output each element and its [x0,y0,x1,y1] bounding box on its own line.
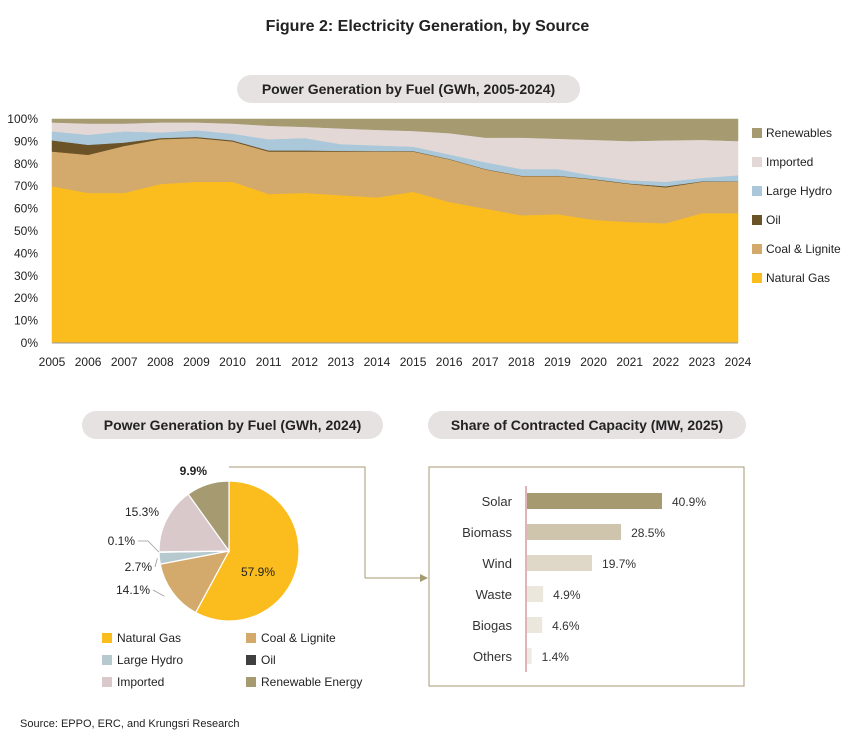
y-tick-label: 80% [14,157,38,171]
pie-chart-title: Power Generation by Fuel (GWh, 2024) [82,411,383,439]
bar-value-label: 4.6% [552,619,580,633]
x-tick-label: 2023 [689,355,716,369]
legend-swatch-coal [752,244,762,254]
pie-label-large-hydro: 2.7% [125,560,153,574]
pie-legend-label: Large Hydro [117,653,183,667]
x-tick-label: 2022 [652,355,679,369]
x-tick-label: 2006 [75,355,102,369]
area-chart-title: Power Generation by Fuel (GWh, 2005-2024… [237,75,580,103]
pie-slice-coal [159,550,231,614]
bar-value-label: 19.7% [602,557,636,571]
pie-label-imported: 15.3% [125,505,159,519]
legend-label: Oil [766,213,781,227]
legend-swatch-natural-gas [752,273,762,283]
x-tick-label: 2012 [291,355,318,369]
x-tick-label: 2016 [436,355,463,369]
legend-label: Large Hydro [766,184,832,198]
figure-title: Figure 2: Electricity Generation, by Sou… [265,18,590,35]
y-tick-label: 90% [14,134,38,148]
y-tick-label: 20% [14,291,38,305]
x-tick-label: 2019 [544,355,571,369]
x-tick-label: 2014 [364,355,391,369]
x-tick-label: 2021 [616,355,643,369]
y-tick-label: 60% [14,202,38,216]
x-tick-label: 2018 [508,355,535,369]
bar-category-label: Wind [482,556,512,571]
x-tick-label: 2024 [725,355,752,369]
legend-swatch-imported [752,157,762,167]
y-tick-label: 0% [21,336,39,350]
bar-waste [527,586,544,602]
pie-legend-swatch-renewables [246,677,256,687]
bar-chart-frame [428,466,745,687]
pie-label-renewable: 9.9% [180,464,208,478]
legend-label: Imported [766,155,813,169]
pie-legend-swatch-pie-imported [102,677,112,687]
bar-value-label: 40.9% [672,495,706,509]
pie-slice-renewables [187,480,230,553]
legend-swatch-oil [752,215,762,225]
legend-label: Natural Gas [766,271,830,285]
y-tick-label: 10% [14,314,38,328]
x-tick-label: 2010 [219,355,246,369]
bar-value-label: 1.4% [542,650,570,664]
bar-category-label: Biomass [462,525,512,540]
bar-biomass [527,524,622,540]
bar-category-label: Waste [476,587,512,602]
x-tick-label: 2020 [580,355,607,369]
pie-legend-swatch-natural-gas [102,633,112,643]
y-tick-label: 50% [14,224,38,238]
connector-arrow-head [420,574,428,582]
pie-legend-label: Coal & Lignite [261,631,336,645]
pie-legend-label: Oil [261,653,276,667]
area-chart: 0% 10% 20% 30% 40% 50% 60% 70% 80% 90% 100% 2005 200… [7,112,841,369]
leader-coal [152,589,165,597]
connector-line [229,466,366,578]
x-tick-label: 2017 [472,355,499,369]
pie-label-natural-gas: 57.9% [241,565,275,579]
x-tick-label: 2008 [147,355,174,369]
pie-legend-swatch-pie-hydro [102,655,112,665]
bar-category-label: Others [473,649,513,664]
x-tick-label: 2007 [111,355,138,369]
pie-legend-label: Natural Gas [117,631,181,645]
pie-legend-swatch-coal [246,633,256,643]
legend-swatch-large-hydro [752,186,762,196]
leader-large-hydro [154,558,158,568]
legend-label: Renewables [766,126,832,140]
pie-slice-natural-gas [194,480,300,622]
bar-others [527,648,532,664]
leader-oil [138,540,160,553]
bar-biogas [527,617,543,633]
bar-category-label: Biogas [472,618,512,633]
source-note: Source: EPPO, ERC, and Krungsri Research [20,718,240,730]
pie-legend-label: Renewable Energy [261,675,362,689]
x-tick-label: 2011 [256,355,282,369]
pie-label-oil: 0.1% [108,534,136,548]
x-tick-label: 2009 [183,355,210,369]
bar-category-label: Solar [482,494,513,509]
pie-slice-pie-imported [158,493,231,553]
bar-chart-title: Share of Contracted Capacity (MW, 2025) [428,411,746,439]
y-tick-label: 40% [14,246,38,260]
legend-label: Coal & Lignite [766,242,841,256]
x-tick-label: 2015 [400,355,427,369]
pie-legend-swatch-pie-oil [246,655,256,665]
bar-solar [527,493,662,509]
bar-wind [527,555,593,571]
legend-swatch-renewables [752,128,762,138]
pie-chart: 57.9% 14.1% 2.7% 0.1% 15.3% 9.9% Natural Gas Co… [102,464,366,689]
bar-value-label: 4.9% [553,588,581,602]
x-tick-label: 2013 [327,355,354,369]
y-tick-label: 100% [7,112,38,126]
x-tick-label: 2005 [39,355,66,369]
area-series-renewables [51,118,739,142]
pie-label-coal: 14.1% [116,583,150,597]
bar-value-label: 28.5% [631,526,665,540]
pie-legend-label: Imported [117,675,164,689]
y-tick-label: 30% [14,269,38,283]
y-tick-label: 70% [14,179,38,193]
